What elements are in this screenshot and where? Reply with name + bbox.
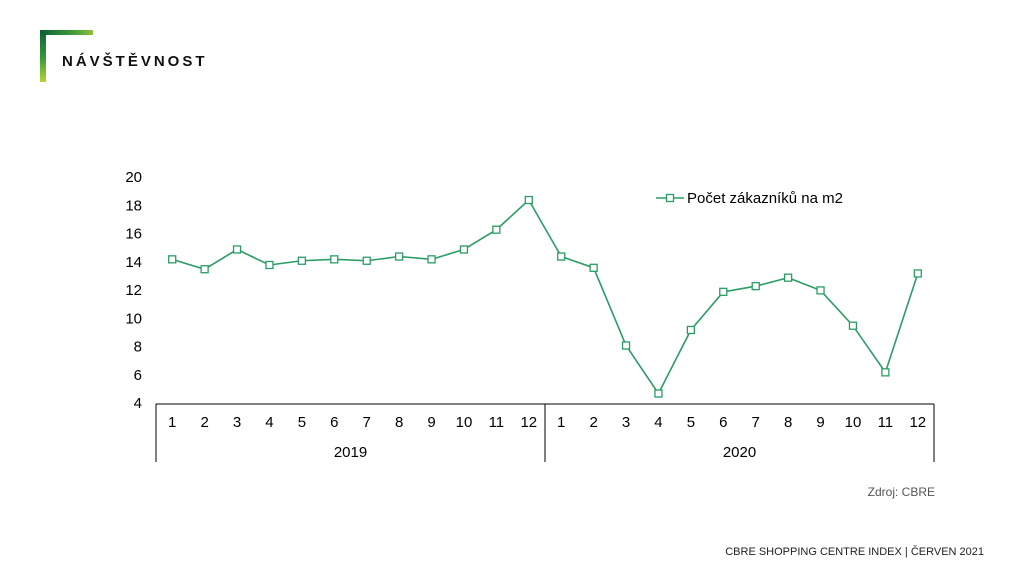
legend-marker (665, 193, 675, 203)
x-tick-label: 11 (878, 414, 894, 431)
x-tick-label: 6 (330, 414, 338, 431)
x-group-label: 2020 (723, 444, 756, 461)
data-point-marker (848, 321, 858, 330)
x-tick-label: 6 (719, 414, 727, 431)
y-tick-label: 6 (134, 367, 142, 384)
x-group-label: 2019 (334, 444, 367, 461)
data-point-marker (719, 287, 728, 296)
x-tick-label: 9 (427, 414, 435, 431)
accent-bar-vertical (40, 30, 46, 82)
x-tick-label: 7 (363, 414, 371, 431)
data-point-marker (816, 286, 825, 295)
data-point-marker (362, 256, 371, 265)
y-tick-label: 18 (125, 197, 142, 214)
data-point-marker (589, 263, 598, 272)
data-point-marker (200, 265, 209, 274)
data-point-marker (232, 245, 242, 254)
y-tick-label: 20 (125, 169, 142, 186)
data-point-marker (459, 245, 469, 254)
x-tick-label: 1 (557, 414, 565, 431)
data-point-marker (394, 252, 404, 261)
x-tick-label: 12 (909, 414, 926, 431)
data-point-marker (751, 282, 760, 291)
x-tick-label: 9 (816, 414, 824, 431)
data-point-marker (330, 255, 339, 264)
series-line (171, 198, 919, 396)
x-tick-label: 7 (752, 414, 760, 431)
y-tick-label: 12 (125, 282, 142, 299)
x-tick-label: 5 (687, 414, 695, 431)
x-tick-label: 4 (654, 414, 662, 431)
data-point-marker (881, 368, 890, 377)
legend-label: Počet zákazníků na m2 (687, 190, 843, 207)
x-tick-label: 10 (845, 414, 862, 431)
x-tick-label: 12 (520, 414, 537, 431)
x-tick-label: 1 (168, 414, 176, 431)
y-tick-label: 8 (134, 339, 142, 356)
page-title: NÁVŠTĚVNOST (62, 53, 208, 70)
data-point-marker (913, 269, 922, 278)
data-point-marker (297, 256, 307, 265)
y-tick-label: 10 (125, 310, 142, 327)
data-point-marker (557, 252, 566, 261)
data-point-marker (783, 273, 793, 282)
data-point-marker (621, 341, 631, 350)
x-tick-label: 4 (265, 414, 273, 431)
x-tick-label: 10 (456, 414, 473, 431)
data-point-marker (492, 225, 501, 234)
data-point-marker (265, 260, 274, 270)
data-point-marker (654, 389, 663, 398)
x-tick-label: 2 (589, 414, 597, 431)
y-tick-label: 4 (134, 395, 142, 412)
x-tick-label: 2 (200, 414, 208, 431)
y-tick-label: 16 (125, 226, 142, 243)
x-tick-label: 5 (298, 414, 306, 431)
x-tick-label: 3 (622, 414, 630, 431)
data-point-marker (686, 325, 696, 335)
y-tick-label: 14 (125, 254, 142, 271)
x-tick-label: 8 (395, 414, 403, 431)
accent-bar-horizontal (40, 30, 93, 35)
data-point-marker (427, 255, 436, 264)
x-tick-label: 11 (489, 414, 505, 431)
data-point-marker (168, 255, 177, 264)
footer-text: CBRE SHOPPING CENTRE INDEX | ČERVEN 2021 (725, 546, 984, 558)
source-note: Zdroj: CBRE (867, 485, 935, 499)
x-tick-label: 3 (233, 414, 241, 431)
x-tick-label: 8 (784, 414, 792, 431)
data-point-marker (524, 195, 533, 205)
